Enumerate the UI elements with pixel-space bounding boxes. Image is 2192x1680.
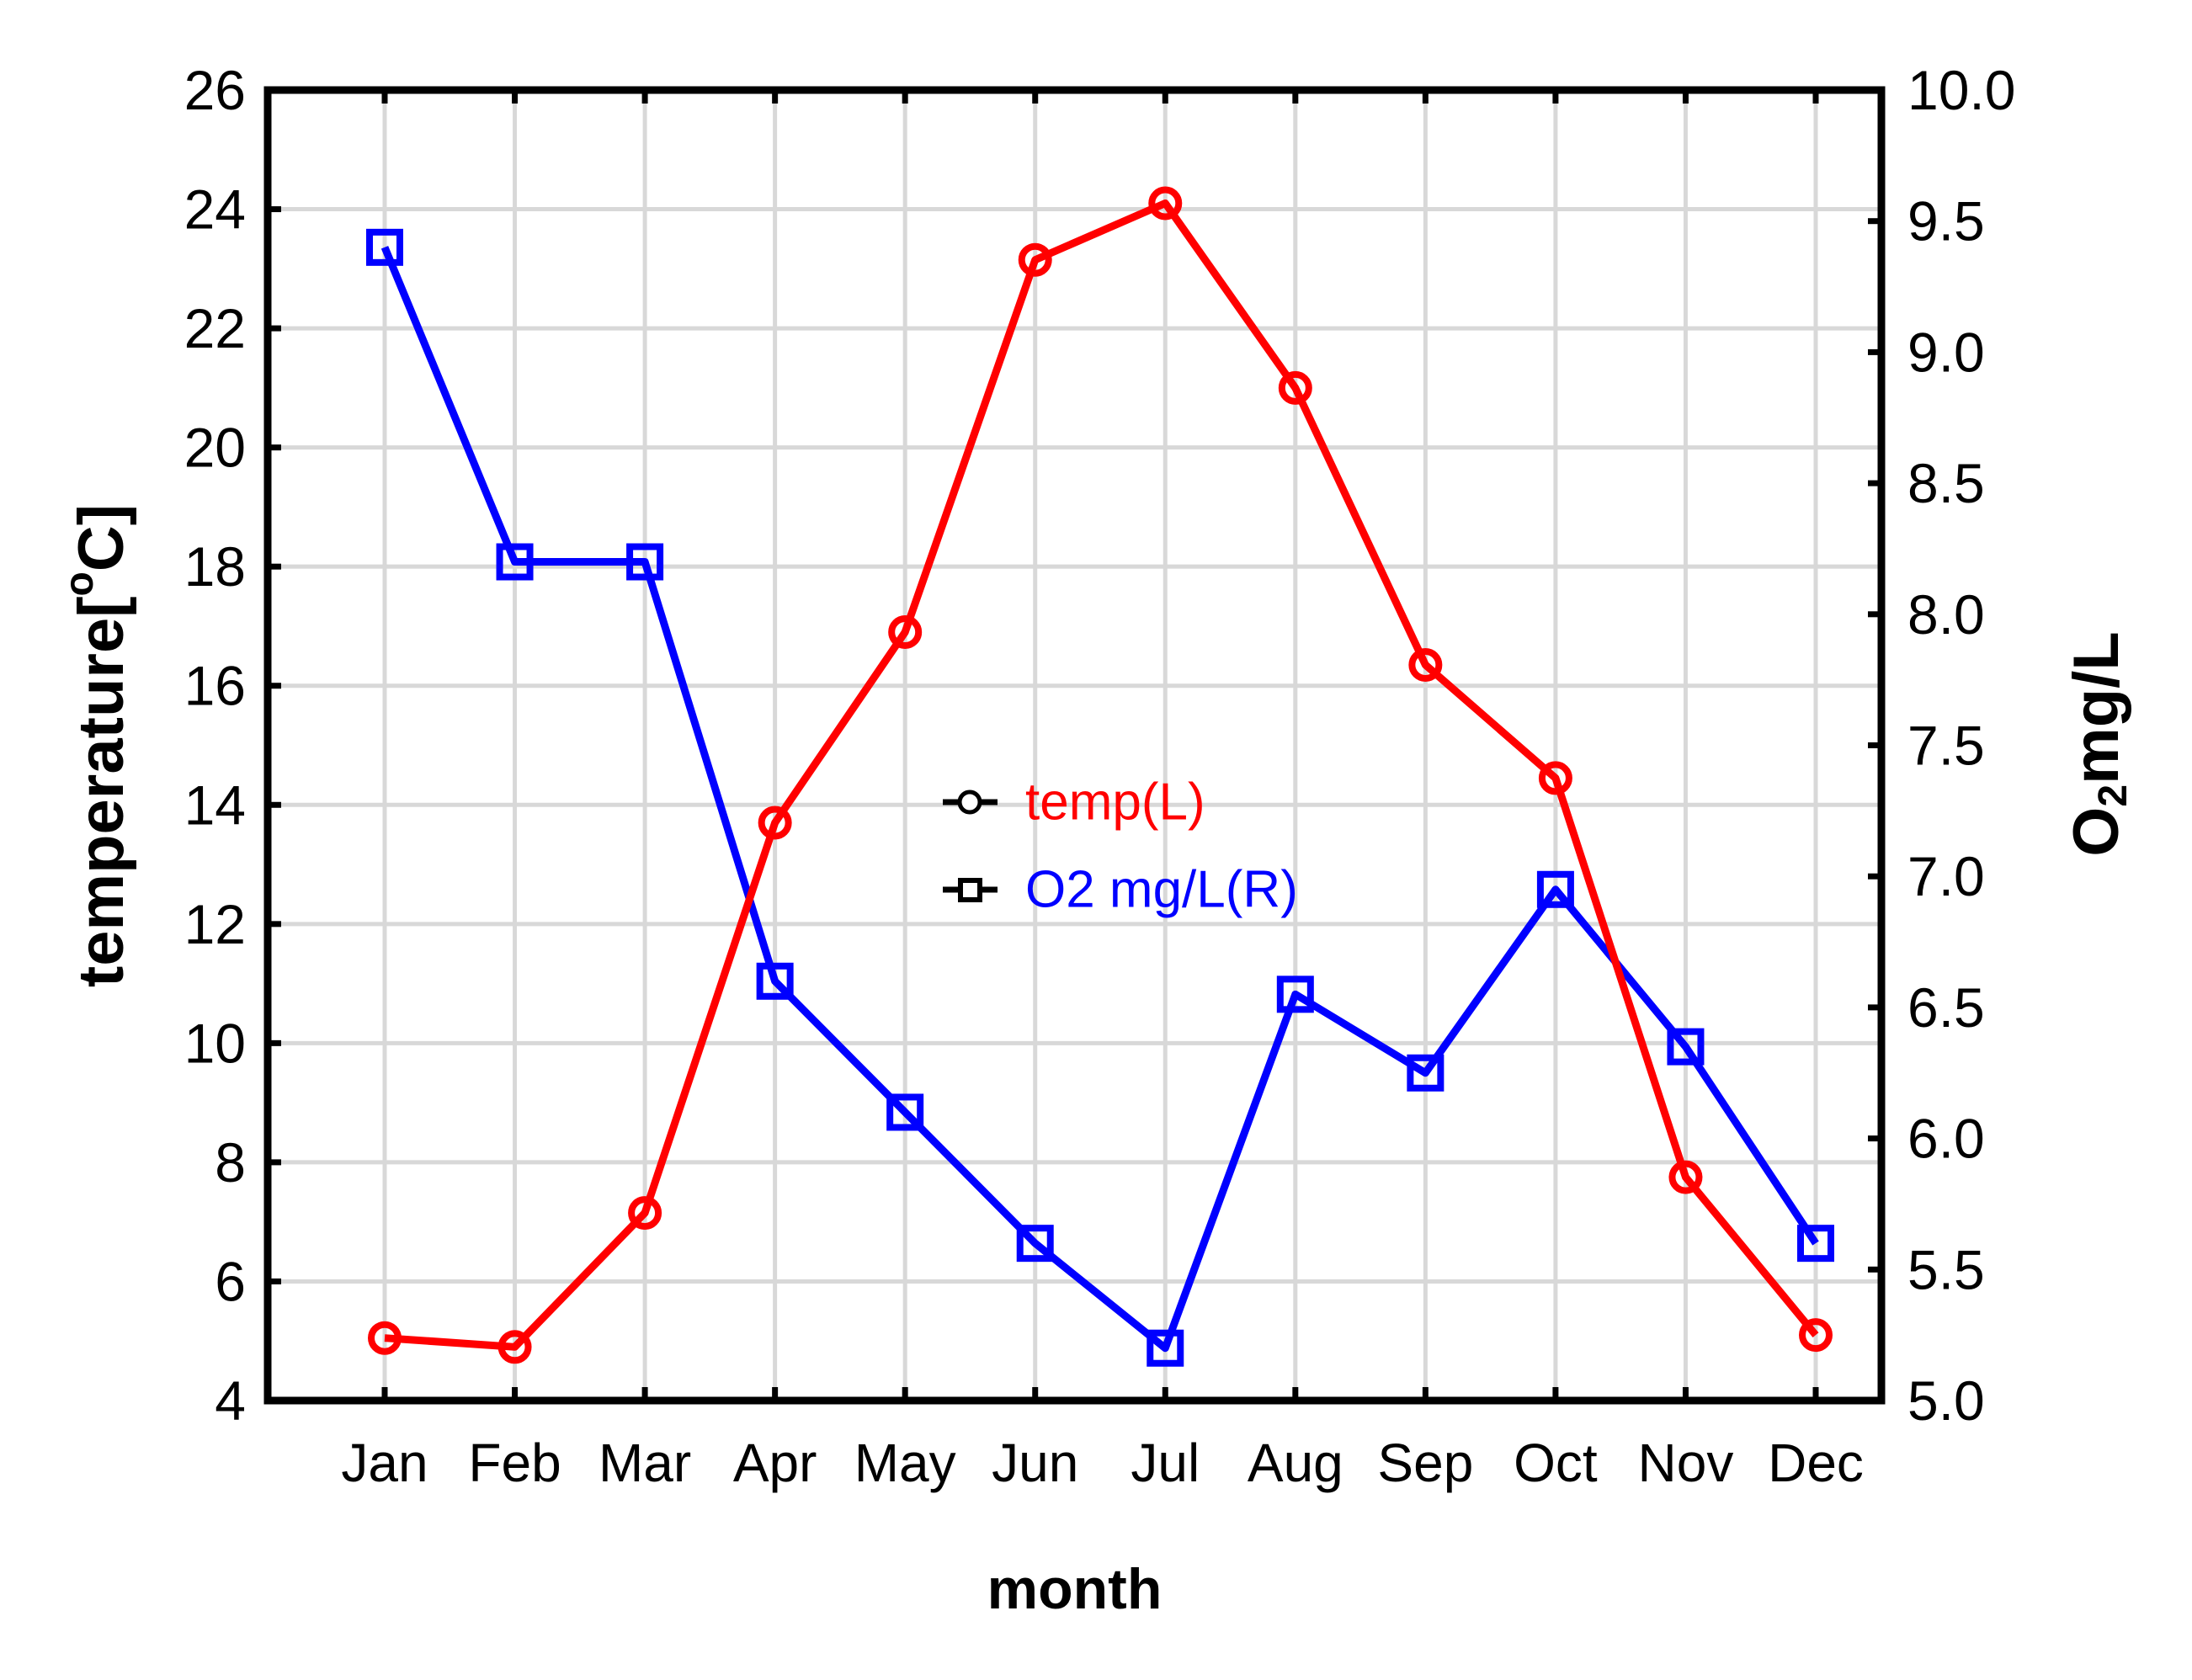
month-tick-label: Jun <box>992 1433 1078 1493</box>
right-axis-tick-label: 7.0 <box>1907 845 1985 907</box>
month-tick-label: Apr <box>733 1433 817 1493</box>
temp-point-marker <box>1408 647 1443 682</box>
grid-group <box>268 90 1881 1401</box>
legend-item: O2 mg/L(R) <box>943 861 1298 919</box>
left-axis-tick-label: 4 <box>215 1369 246 1432</box>
month-tick-label: Feb <box>468 1433 561 1493</box>
legend-item: temp(L) <box>943 774 1205 832</box>
left-axis-tick-label: 16 <box>184 655 246 717</box>
o2-point-marker <box>1536 870 1574 908</box>
right-axis-tick-label: 9.0 <box>1907 321 1985 383</box>
temp-point-marker <box>758 805 792 840</box>
right-axis-tick-label: 6.0 <box>1907 1108 1985 1170</box>
o2-point-marker <box>1016 1225 1054 1263</box>
o2-point-marker <box>1147 1329 1184 1367</box>
o2-point-marker <box>1276 976 1314 1013</box>
legend-label: temp(L) <box>1025 774 1205 832</box>
temp-point-marker <box>1148 186 1183 221</box>
temp-point-marker <box>888 615 923 650</box>
temp-point-marker <box>1668 1160 1703 1194</box>
right-axis-tick-label: 8.5 <box>1907 452 1985 514</box>
left-axis-tick-label: 12 <box>184 893 246 955</box>
left-title-suffix: C] <box>66 504 137 572</box>
right-title-suffix: mg/L <box>2061 631 2132 784</box>
o2-point-marker <box>756 962 794 1000</box>
temp-line <box>384 199 1819 1351</box>
right-axis-tick-label: 5.0 <box>1907 1369 1985 1432</box>
temp-point-marker <box>1018 242 1052 277</box>
month-tick-label: May <box>854 1433 956 1493</box>
temp-point-marker <box>1538 761 1572 795</box>
month-tick-label: Oct <box>1514 1433 1598 1493</box>
temp-point-marker <box>628 1196 662 1231</box>
temp-point-marker <box>497 1330 532 1364</box>
left-axis-tick-label: 24 <box>184 178 246 241</box>
legend-label: O2 mg/L(R) <box>1025 861 1298 919</box>
right-title-main: O <box>2061 807 2132 857</box>
tick-group <box>268 87 1881 1404</box>
month-tick-label: Mar <box>599 1433 691 1493</box>
o2-line <box>380 246 1819 1353</box>
right-axis-title: O2mg/L <box>2061 631 2136 856</box>
o2-point-marker <box>366 228 403 266</box>
o2-point-marker <box>1667 1028 1705 1066</box>
month-tick-label: Nov <box>1638 1433 1734 1493</box>
o2-point-marker <box>1797 1225 1834 1263</box>
left-title-superscript: o <box>57 572 102 596</box>
x-axis-title: month <box>987 1557 1163 1621</box>
left-axis-tick-label: 18 <box>184 535 246 598</box>
left-axis-tick-label: 6 <box>215 1250 246 1312</box>
left-axis-tick-label: 10 <box>184 1012 246 1074</box>
month-tick-label: Dec <box>1768 1433 1864 1493</box>
left-axis-title: temperature[oC] <box>57 504 137 987</box>
right-axis-tick-label: 7.5 <box>1907 715 1985 777</box>
month-tick-label: Aug <box>1248 1433 1343 1493</box>
month-tick-label: Jul <box>1131 1433 1200 1493</box>
right-axis-tick-label: 8.0 <box>1907 583 1985 646</box>
left-axis-tick-label: 26 <box>184 59 246 121</box>
temp-point-marker <box>368 1321 402 1355</box>
right-axis-tick-label: 5.5 <box>1907 1238 1985 1300</box>
left-axis-tick-label: 22 <box>184 297 246 359</box>
left-title-prefix: temperature[ <box>66 596 137 987</box>
temp-point-marker <box>1799 1318 1833 1353</box>
left-axis-tick-label: 14 <box>184 774 246 836</box>
month-tick-label: Jan <box>341 1433 428 1493</box>
left-axis-tick-label: 20 <box>184 417 246 479</box>
o2-point-marker <box>886 1093 924 1131</box>
o2-point-marker <box>626 543 664 581</box>
temp-point-marker <box>1278 370 1312 405</box>
right-axis-tick-label: 9.5 <box>1907 190 1985 253</box>
legend-circle-icon <box>957 789 982 815</box>
legend-square-icon <box>958 878 982 902</box>
left-axis-tick-label: 8 <box>215 1131 246 1194</box>
right-axis-tick-label: 6.5 <box>1907 976 1985 1039</box>
right-axis-tick-label: 10.0 <box>1907 59 2015 121</box>
o2-point-marker <box>496 543 534 581</box>
right-title-subscript: 2 <box>2091 784 2136 807</box>
month-tick-label: Sep <box>1377 1433 1473 1493</box>
o2-point-marker <box>1407 1054 1444 1092</box>
